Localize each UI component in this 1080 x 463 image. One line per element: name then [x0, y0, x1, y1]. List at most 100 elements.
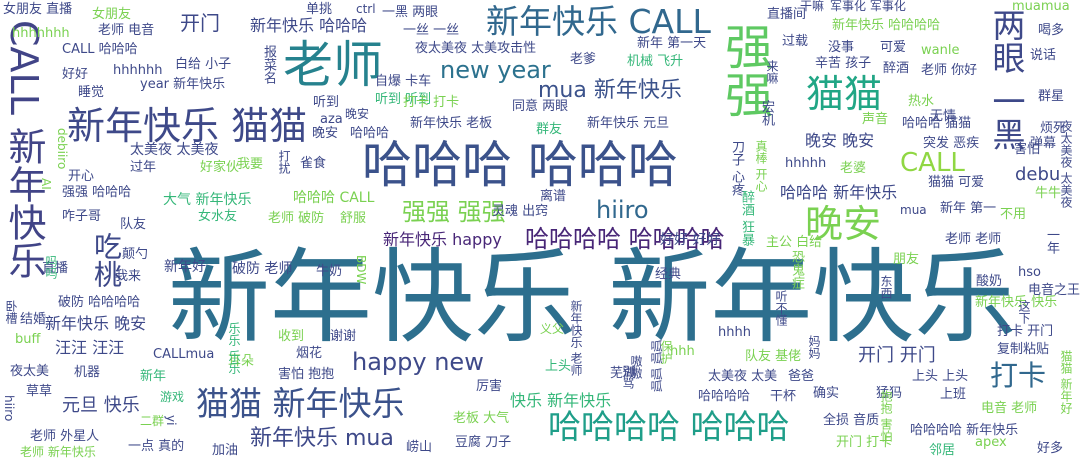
- word: 辛苦 孩子: [815, 56, 872, 71]
- word: hhhhh: [785, 156, 827, 171]
- word: 太美夜 太美夜: [130, 142, 219, 158]
- word: 牛奶: [316, 264, 343, 279]
- word: 可爱: [880, 40, 907, 55]
- word: 哈哈哈: [350, 126, 390, 141]
- word: 晚安: [345, 107, 370, 121]
- word: 白给 小子: [175, 57, 232, 72]
- word: 破防 哈哈哈哈: [58, 295, 141, 310]
- word: 新年快乐 老师: [569, 300, 583, 376]
- word: 军事化 军事化: [830, 0, 906, 13]
- word: 喝多: [1038, 23, 1065, 38]
- word: 上头 上头: [912, 369, 969, 384]
- word: 直播间: [767, 7, 807, 22]
- word: 晚安: [312, 126, 339, 141]
- word: 嗷嗷: [629, 355, 643, 379]
- word: 舒服: [340, 211, 367, 226]
- word: 听到: [313, 95, 340, 110]
- word: 快乐 新年快乐: [510, 391, 612, 410]
- word: 没事: [828, 40, 855, 55]
- word: 哈哈哈哈 新年快乐: [910, 423, 1019, 438]
- word: 新年快乐 老板: [410, 116, 493, 131]
- word: 游戏: [160, 390, 185, 404]
- word: hhhhhh: [113, 63, 163, 78]
- word: 猛犸: [876, 386, 903, 401]
- word: 恐鬼症: [789, 250, 804, 289]
- word: 女水友: [198, 209, 238, 224]
- word: 邻居: [929, 443, 956, 458]
- word: 哈哈哈 新年快乐: [780, 183, 898, 202]
- word: 新年快乐 哈哈哈哈: [832, 18, 941, 33]
- word: 新年快乐 mua: [250, 426, 394, 451]
- word: 太美夜 太美: [708, 369, 778, 384]
- word: aza: [320, 112, 343, 127]
- word: 单挑: [306, 2, 333, 17]
- word: 大气 新年快乐: [163, 192, 252, 208]
- word: wanle: [921, 43, 960, 58]
- word: CALL 新年快乐: [2, 20, 46, 279]
- word: 弹幕: [1030, 136, 1057, 151]
- word: debiiro: [55, 128, 69, 170]
- word: ctrl: [356, 2, 376, 16]
- word: 新年快乐 快乐: [975, 295, 1058, 310]
- word: AI: [39, 178, 53, 190]
- word: 老师 老师: [945, 232, 1002, 247]
- word: 猫猫 新年快乐: [196, 384, 405, 423]
- word: 好好 好好: [660, 232, 721, 248]
- word: 夜太美夜 太美攻击性: [415, 41, 537, 56]
- word: 听到 听到: [375, 92, 432, 107]
- word: 烦死: [1040, 121, 1067, 136]
- word: 一年: [1044, 228, 1059, 254]
- word: 女朋友: [92, 7, 132, 22]
- word: 谢谢: [330, 329, 357, 344]
- word: 夜太美夜 太美夜: [1059, 120, 1073, 208]
- word: 酸奶: [976, 274, 1003, 289]
- word: 新年 第一: [940, 201, 997, 216]
- word: 老师 外星人: [30, 429, 100, 444]
- word: hiiro: [2, 395, 16, 422]
- word: 元旦 快乐: [62, 395, 140, 416]
- word: 耳朵: [228, 354, 255, 369]
- word: 呱呱 呱呱: [649, 340, 663, 392]
- word: 打卡 开门: [997, 324, 1054, 339]
- word: 不用: [1000, 207, 1027, 222]
- word: hiiro: [596, 196, 649, 224]
- word: 好好: [62, 67, 89, 82]
- word: year 新年快乐: [140, 77, 226, 92]
- word: 哈哈哈 哈哈哈: [362, 136, 678, 194]
- word: 这下: [1017, 300, 1031, 324]
- word: CALL: [900, 148, 965, 178]
- word: 说话: [1030, 48, 1057, 63]
- word: 新年 第一天: [637, 36, 707, 51]
- word: 咋子哥: [62, 209, 102, 224]
- word: 老爹: [570, 52, 597, 67]
- word: 新年快乐 新年快乐: [168, 239, 1017, 358]
- word: 打扰: [277, 150, 291, 174]
- word: 义父: [540, 322, 565, 336]
- word: 醉酒: [883, 61, 910, 76]
- word: 干杯: [770, 389, 797, 404]
- word: 打卡 打卡: [403, 95, 460, 110]
- word: 主公 白给: [766, 235, 823, 250]
- word: 同意 两眼: [512, 99, 569, 114]
- word: 朋友: [893, 252, 920, 267]
- word: 声音: [862, 112, 889, 127]
- word: 真棒 开心: [754, 140, 768, 192]
- word: 上班: [940, 387, 967, 402]
- word: 直播: [42, 261, 69, 276]
- word: 厉害: [476, 379, 503, 394]
- word: 确实: [813, 386, 840, 401]
- word: 哈哈哈哈 哈哈哈哈: [525, 225, 725, 253]
- word: mua: [900, 203, 927, 217]
- word: 无情: [930, 109, 957, 124]
- word: 队友 基佬: [745, 349, 802, 364]
- word: 夜太美: [10, 364, 50, 379]
- word: 一丝 一丝: [403, 23, 460, 38]
- word: 破防 老师: [232, 261, 293, 277]
- word: 晚安: [805, 202, 882, 246]
- word: 哈哈哈 CALL: [293, 190, 375, 206]
- word: yi: [164, 415, 178, 426]
- word: 听不懂: [774, 290, 788, 326]
- word: 老师 电音: [98, 23, 155, 38]
- word: 哈哈哈哈 哈哈哈: [548, 407, 790, 446]
